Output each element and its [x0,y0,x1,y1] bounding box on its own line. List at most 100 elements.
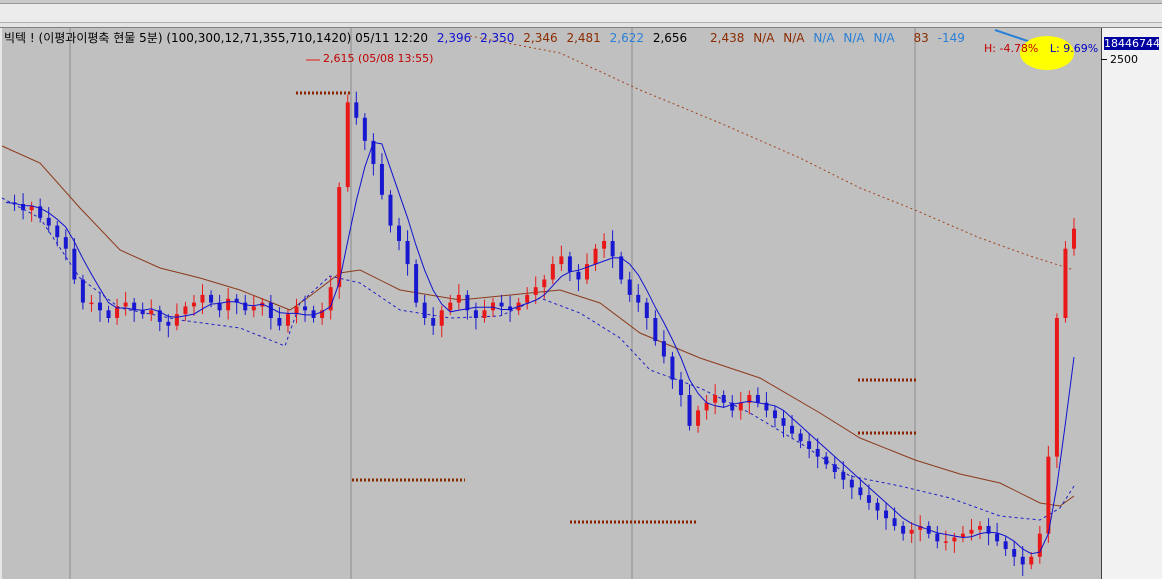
candle-body [696,410,701,426]
candle-body [866,495,871,503]
candle-body [115,306,120,318]
candle-body [388,194,393,226]
candle-body [738,402,743,411]
candle-body [328,287,333,311]
candle-body [824,456,829,465]
ma-value-14: -149 [937,31,965,45]
high-label: H: -4.78% [984,42,1039,55]
candle-body [379,163,384,195]
candle-body [619,256,624,280]
candle-body [969,529,974,534]
candle-body [978,525,983,530]
candle-body [89,302,94,305]
candle-body [661,341,666,357]
candle-body [21,204,26,211]
ma-value-3: 2,346 [523,31,558,45]
candle-body [901,525,906,534]
candle-body [627,279,632,295]
low-label: L: 9.69% [1049,42,1099,55]
candle-body [1046,456,1051,534]
toolbar [0,0,1162,28]
candle-body [132,302,137,311]
plot-area[interactable] [0,28,1101,579]
candle-body [1037,533,1042,557]
ma-value-8: N/A [753,31,775,45]
candle-body [602,240,607,249]
candle-body [755,395,760,403]
candle-body [354,102,359,118]
candle-body [422,302,427,318]
candle-body [439,310,444,326]
candle-body [465,294,470,311]
candle-body [542,279,547,288]
candle-body [46,217,51,226]
candle-body [508,306,513,311]
ma-value-9: N/A [783,31,805,45]
candle-body [636,294,641,303]
candle-body [345,102,350,188]
candle-body [268,302,273,318]
candle-body [875,502,880,511]
candle-body [1029,556,1034,565]
candle-body [995,533,1000,542]
tick-label-2500: 2500 [1110,53,1138,66]
candle-body [140,310,145,315]
candle-body [183,306,188,315]
candle-body [781,418,786,426]
candle-body [320,310,325,318]
candle-body [525,294,530,303]
candlestick-chart[interactable] [0,28,1162,579]
ma-value-12: N/A [873,31,895,45]
candle-body [97,302,102,311]
candle-body [29,206,34,211]
candle-body [670,356,675,380]
toolbar-edge [0,0,1162,4]
candle-body [790,425,795,434]
price-axis[interactable] [1101,28,1162,579]
candle-body [815,448,820,457]
candle-body [721,395,726,403]
candle-body [285,314,290,326]
candle-body [157,310,162,322]
candle-body [610,240,615,257]
candle-body [644,302,649,318]
candle-body [678,379,683,396]
candle-body [943,541,948,543]
candle-body [251,306,256,311]
candle-body [123,302,128,307]
candle-body [1072,228,1076,249]
chart-title: 빅텍 ! (이평과이평축 현물 5분) (100,300,12,71,355,7… [4,31,429,45]
candle-body [1054,318,1059,457]
candle-body [226,298,231,311]
candle-body [841,472,846,480]
tick-2500-mark [1101,59,1107,60]
current-price-box: 18446744 [1104,37,1159,50]
candle-body [431,318,436,326]
candle-body [884,510,889,519]
toolbar-divider [0,22,1162,28]
candle-body [653,318,658,342]
info-line: 빅텍 ! (이평과이평축 현물 5분) (100,300,12,71,355,7… [4,29,970,46]
candle-body [593,248,598,265]
candle-body [747,395,752,403]
candle-body [687,395,692,426]
ma-value-6: 2,656 [652,31,688,45]
candle-body [807,441,812,449]
ma-long-line [1,145,1075,507]
candle-body [832,464,837,473]
candle-body [1063,248,1068,318]
candle-body [448,302,453,311]
candle-body [191,302,196,307]
candle-body [1020,556,1025,565]
candle-body [584,264,589,280]
candle-body [303,306,308,311]
ma-mid-line [1,197,1075,521]
candle-body [277,318,282,326]
high-low-indicator: H: -4.78% L: 9.69% [984,42,1098,55]
candle-body [935,533,940,542]
candle-body [764,402,769,411]
candle-body [414,264,419,303]
ma-value-2: 2,350 [480,31,515,45]
candle-body [371,140,376,164]
